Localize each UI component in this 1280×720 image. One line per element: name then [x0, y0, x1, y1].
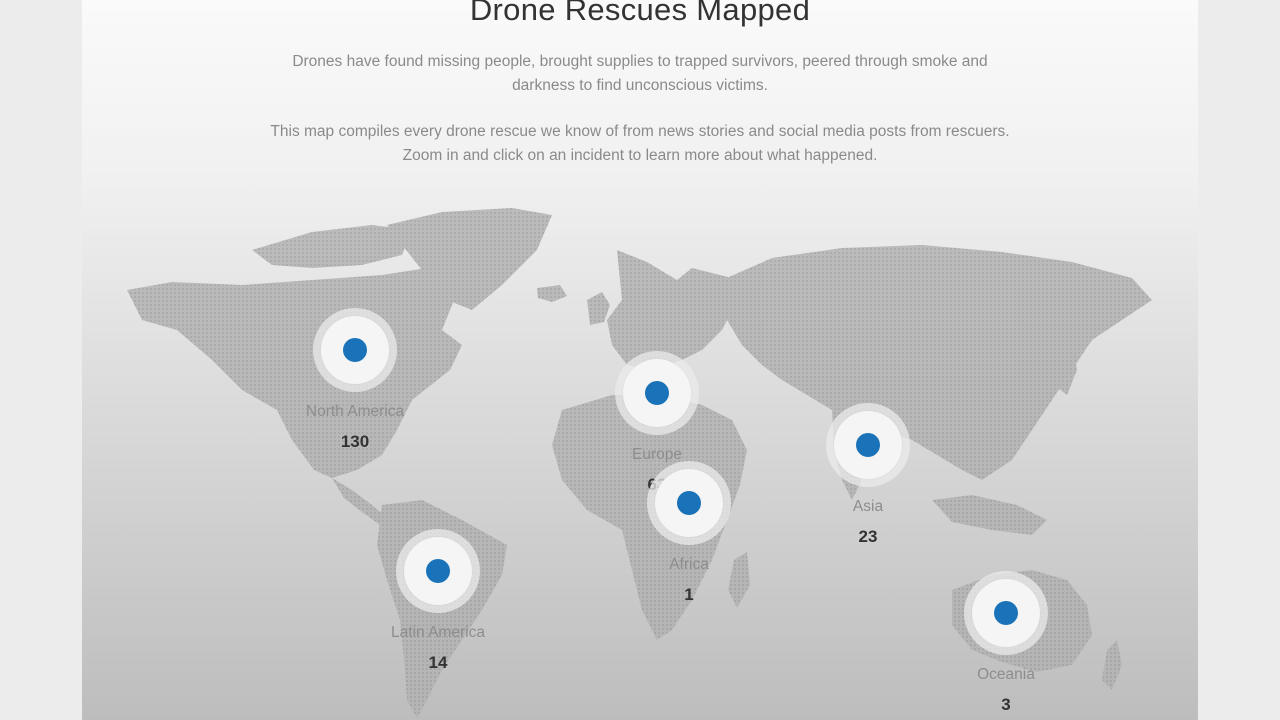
region-count: 3	[1001, 695, 1011, 714]
land-central-america	[332, 478, 387, 525]
region-count: 130	[340, 432, 370, 451]
land-madagascar	[728, 552, 750, 608]
region-label: Asia	[852, 498, 884, 515]
region-count: 14	[428, 653, 448, 672]
land-uk	[587, 292, 610, 325]
marker-ring	[647, 461, 731, 545]
marker-dot	[426, 559, 450, 583]
marker-ring	[313, 308, 397, 392]
marker-dot	[645, 381, 669, 405]
marker-ring	[615, 351, 699, 435]
marker-disk	[321, 316, 389, 384]
marker-ring	[396, 529, 480, 613]
region-marker-europe[interactable]: Europe 63	[582, 351, 732, 495]
marker-ring	[964, 571, 1048, 655]
land-new-zealand	[1102, 640, 1122, 690]
region-marker-north-america[interactable]: North America 130	[280, 308, 430, 452]
intro-paragraph: Drones have found missing people, brough…	[292, 53, 988, 94]
marker-disk	[623, 359, 691, 427]
page-title: Drone Rescues Mapped	[469, 0, 811, 27]
land-japan	[1054, 342, 1077, 395]
region-label: Oceania	[977, 666, 1035, 683]
marker-disk	[404, 537, 472, 605]
region-marker-asia[interactable]: Asia 23	[793, 403, 943, 547]
land-iceland	[537, 285, 567, 302]
map-page: Drone Rescues Mapped Drones have found m…	[82, 0, 1198, 720]
marker-dot	[856, 433, 880, 457]
land-greenland	[387, 208, 552, 310]
land-europe	[607, 250, 737, 370]
region-marker-oceania[interactable]: Oceania 3	[931, 571, 1081, 715]
marker-dot	[343, 338, 367, 362]
marker-disk	[972, 579, 1040, 647]
land-arctic-islands	[252, 225, 412, 268]
region-label: Europe	[632, 446, 682, 463]
marker-dot	[677, 491, 701, 515]
marker-disk	[834, 411, 902, 479]
marker-disk	[655, 469, 723, 537]
region-label: North America	[305, 403, 405, 420]
region-marker-africa[interactable]: Africa 1	[614, 461, 764, 605]
region-count: 1	[684, 585, 694, 604]
region-count: 23	[858, 527, 878, 546]
land-se-asia	[932, 495, 1047, 535]
region-label: Africa	[669, 556, 709, 573]
intro-paragraph-2: This map compiles every drone rescue we …	[270, 123, 1010, 164]
land-asia	[722, 245, 1152, 480]
region-label: Latin America	[391, 624, 485, 641]
marker-ring	[826, 403, 910, 487]
region-marker-latin-america[interactable]: Latin America 14	[363, 529, 513, 673]
marker-dot	[994, 601, 1018, 625]
